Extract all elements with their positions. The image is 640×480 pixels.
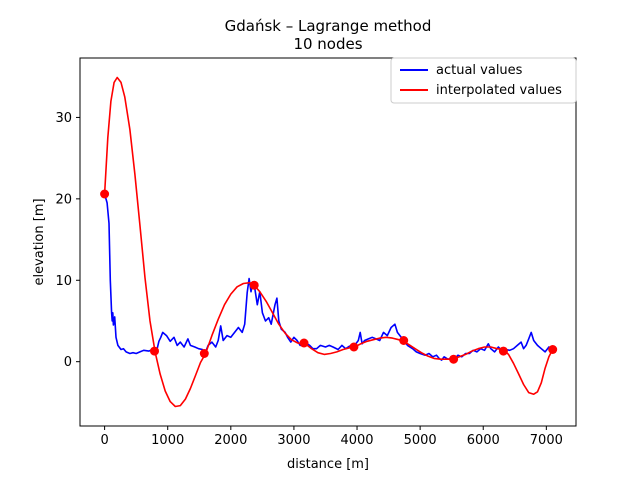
x-tick-label: 6000	[467, 433, 500, 448]
chart-title: Gdańsk – Lagrange method	[225, 17, 432, 35]
y-tick-label: 20	[55, 192, 72, 207]
interpolation-node-point	[399, 336, 409, 345]
x-tick-label: 2000	[214, 433, 247, 448]
y-tick-label: 30	[55, 111, 72, 126]
interpolation-node-point	[199, 349, 209, 358]
interpolation-node-point	[150, 346, 159, 356]
y-tick-label: 10	[55, 274, 72, 289]
series-line-interpolated-values	[103, 76, 554, 408]
chart-subtitle: 10 nodes	[293, 35, 362, 53]
x-tick-label: 5000	[404, 433, 437, 448]
interpolation-node-point	[548, 345, 558, 354]
y-axis-label: elevation [m]	[32, 198, 47, 285]
interpolation-node-point	[100, 189, 110, 199]
x-tick-label: 1000	[151, 433, 184, 448]
interpolation-node-point	[249, 280, 259, 290]
plot-frame	[79, 57, 577, 427]
x-axis-label: distance [m]	[287, 457, 369, 472]
y-axis: 0 10 20 30	[55, 111, 80, 370]
interpolation-node-point	[498, 346, 508, 356]
x-tick-label: 3000	[277, 433, 310, 448]
interpolation-node-point	[349, 342, 359, 352]
x-tick-label: 4000	[340, 433, 373, 448]
legend: actual values interpolated values	[390, 57, 577, 104]
x-tick-label: 0	[100, 433, 108, 448]
x-tick-label: 7000	[530, 433, 563, 448]
legend-box	[390, 57, 577, 104]
x-axis: 0 1000 2000 3000 4000 5000 6000 7000	[100, 426, 563, 448]
legend-label-interpolated: interpolated values	[436, 83, 562, 98]
series-line-actual-values	[103, 193, 554, 361]
series-layer	[103, 76, 554, 408]
legend-label-actual: actual values	[436, 63, 523, 78]
nodes-layer	[100, 189, 558, 364]
y-tick-label: 0	[64, 355, 72, 370]
interpolation-node-point	[449, 354, 459, 364]
interpolation-node-point	[299, 338, 309, 348]
